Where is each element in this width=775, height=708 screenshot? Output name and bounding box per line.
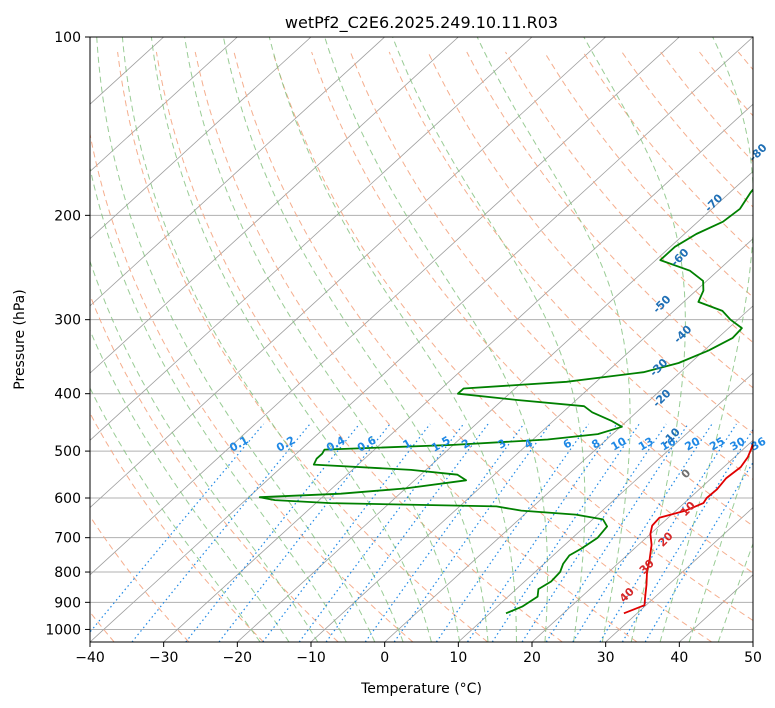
isotherm-line [90,37,459,374]
mixing-ratio-line [466,423,618,642]
moist-adiabat [150,37,432,642]
chart-title: wetPf2_C2E6.2025.249.10.11.R03 [285,13,558,33]
isotherm-line [237,170,753,642]
mixing-ratio-line [491,423,640,642]
dry-adiabat [90,293,339,642]
mixing-ratio-line [185,423,360,642]
y-tick-label: 100 [54,30,81,46]
x-axis-label: Temperature (°C) [360,681,482,697]
temperature-profile [623,429,753,615]
isotherm-line [90,37,753,642]
isotherm-line [605,507,753,642]
isotherm-line [90,37,238,172]
x-tick-label: 40 [670,650,688,666]
moist-adiabat [90,165,347,642]
x-tick-label: −40 [75,650,105,666]
y-tick-label: 300 [54,313,81,329]
mixing-ratio-line [644,461,753,642]
dry-adiabat [543,51,753,298]
isotherm-line [90,37,385,307]
isotherm-line [531,439,753,642]
isotherm-line [90,37,533,441]
dry-adiabat [233,51,712,642]
x-tick-label: 10 [449,650,467,666]
dry-adiabat [155,51,563,642]
mixing-ratio-line [90,423,265,633]
moist-adiabat [268,37,517,642]
mixing-ratio-line [364,423,525,642]
moist-adiabat [583,37,686,642]
y-tick-label: 200 [54,208,81,224]
y-tick-label: 500 [54,444,81,460]
isotherm-line [90,37,312,240]
isotherm-line [90,37,606,509]
dry-adiabat [388,51,753,481]
y-tick-label: 1000 [45,622,81,638]
x-tick-label: −10 [296,650,326,666]
y-axis-label: Pressure (hPa) [12,289,28,389]
x-tick-label: −30 [149,650,179,666]
isotherm-line [163,103,753,642]
moist-adiabat [90,259,319,642]
dry-adiabat [117,51,488,642]
x-tick-label: 0 [380,650,389,666]
y-tick-label: 800 [54,565,81,581]
dry-adiabat [427,51,753,435]
x-tick-label: 50 [744,650,762,666]
isotherm-line [90,37,680,576]
moist-adiabat [184,37,461,642]
moist-adiabat [324,37,549,642]
profiles [258,188,753,615]
isotherm-line [310,238,753,642]
mixing-ratio-line [621,428,753,642]
dry-adiabat [272,51,753,622]
isotherm-line [384,305,753,642]
dry-adiabat [194,51,638,642]
moist-adiabat [392,37,586,642]
dry-adiabat [466,51,753,389]
dry-adiabat [90,412,264,642]
moist-adiabat [121,37,404,642]
y-tick-label: 900 [54,595,81,611]
moist-adiabat [659,37,753,642]
background-lines [90,37,753,642]
moist-adiabat [96,37,376,642]
y-tick-label: 600 [54,491,81,507]
dry-adiabat [90,131,414,642]
plot-frame [89,36,754,643]
axes: −40 −30 −20 −10 0 10 20 30 40 50 100 200 300 400 500 60… [45,30,762,666]
isotherm-line [458,372,753,642]
mixing-ratio-line [325,423,489,642]
dry-adiabat [311,51,753,574]
moist-adiabat [222,37,489,642]
dry-adiabat [349,51,753,527]
moist-adiabat [90,387,261,642]
x-tick-label: −20 [223,650,253,666]
mixing-ratio-line [298,423,464,642]
moist-adiabat [717,542,753,642]
mixing-ratio-line [262,423,431,642]
moist-adiabat [688,444,753,642]
mixing-ratio-line [218,423,391,642]
mixing-ratio-line [521,423,667,642]
y-tick-label: 400 [54,387,81,403]
moist-adiabat [90,328,290,642]
dry-adiabat [505,51,753,344]
mixing-ratio-line [545,423,689,642]
y-tick-label: 700 [54,531,81,547]
dewpoint-profile [258,188,753,615]
moist-adiabat [476,37,631,642]
mixing-ratio-line [435,423,590,642]
x-tick-label: 30 [597,650,615,666]
dry-adiabat [90,515,190,642]
x-tick-label: 20 [523,650,541,666]
